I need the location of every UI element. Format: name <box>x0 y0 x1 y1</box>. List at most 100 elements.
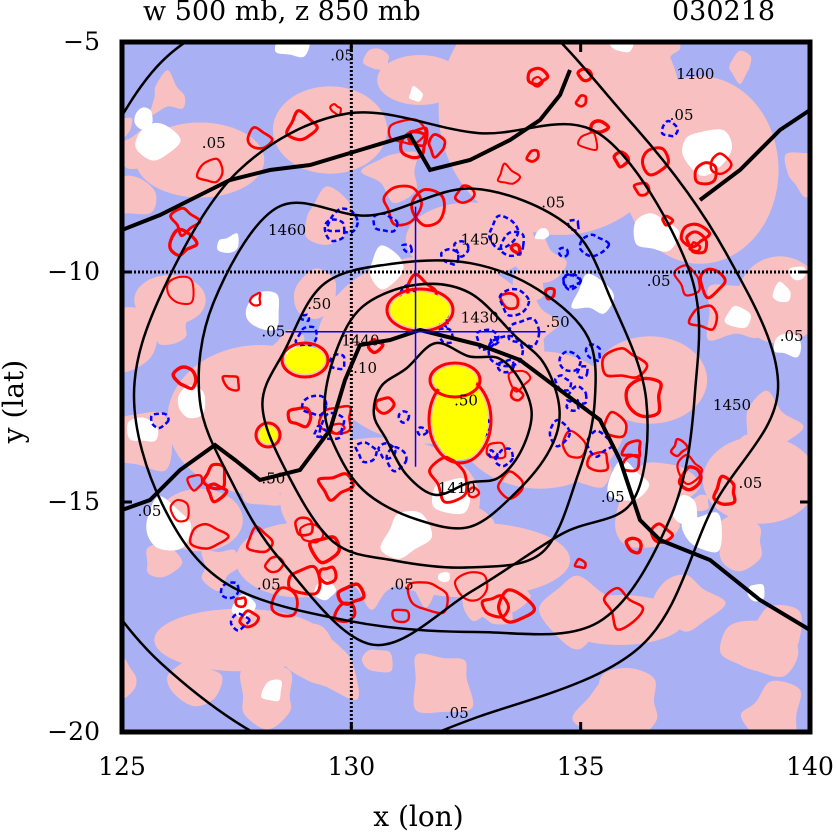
positive-w-contour <box>317 404 353 435</box>
positive-w-contour <box>171 365 198 391</box>
positive-w-blob <box>740 604 802 672</box>
plot-frame <box>119 39 813 735</box>
y-tick-label: −20 <box>47 717 100 746</box>
z850-contour <box>372 341 533 497</box>
positive-w-contour <box>679 222 712 249</box>
z850-contour <box>261 259 597 569</box>
positive-w-blob <box>652 574 726 632</box>
positive-w-blob <box>568 442 612 488</box>
coastline-north <box>122 69 572 232</box>
y-tick-label: −15 <box>47 487 100 516</box>
positive-w-contour <box>467 486 481 499</box>
neutral-w-patch <box>747 584 765 602</box>
strong-ascent-region <box>432 380 488 460</box>
positive-w-contour <box>601 347 649 380</box>
contour-label: 1450 <box>713 396 751 414</box>
positive-w-blob <box>654 42 681 62</box>
z850-contour <box>122 42 780 732</box>
negative-w-contour <box>475 328 500 351</box>
positive-w-blob <box>740 680 802 732</box>
chart-title: w 500 mb, z 850 mb <box>143 0 421 27</box>
positive-w-contour <box>496 162 522 185</box>
neutral-w-patch <box>135 122 181 161</box>
positive-w-blob <box>523 99 546 122</box>
positive-w-blob <box>784 152 810 198</box>
date-label: 030218 <box>672 0 776 27</box>
positive-w-contour <box>245 525 274 554</box>
positive-w-contour <box>169 206 202 238</box>
contour-label: .50 <box>261 470 285 488</box>
positive-w-blob <box>546 124 571 148</box>
positive-w-blob <box>122 117 133 138</box>
neutral-w-patch <box>437 572 450 583</box>
neutral-w-patch <box>134 107 153 130</box>
neutral-w-patch <box>274 42 310 58</box>
positive-w-blob <box>150 70 186 116</box>
positive-w-blob <box>361 151 418 203</box>
positive-w-contour <box>391 608 411 624</box>
neutral-w-patch <box>772 281 791 303</box>
positive-w-blob <box>167 652 223 707</box>
positive-w-blob <box>146 543 183 578</box>
contour-label: .05 <box>390 575 414 593</box>
contour-label: .05 <box>647 272 671 290</box>
positive-w-blob <box>122 175 157 215</box>
positive-w-contour <box>485 441 507 460</box>
positive-w-contour <box>496 588 537 624</box>
positive-w-contour <box>573 557 587 570</box>
coastline-east <box>698 108 810 202</box>
x-axis-label: x (lon) <box>373 800 464 833</box>
contour-label: .05 <box>670 106 694 124</box>
negative-w-contour <box>493 447 515 468</box>
negative-w-contour <box>313 424 330 439</box>
positive-w-contour <box>687 304 719 331</box>
positive-w-blob <box>201 549 240 592</box>
positive-w-contour <box>316 472 355 502</box>
negative-w-contour <box>300 394 328 417</box>
z850-contour <box>197 187 649 647</box>
y-tick-label: −5 <box>63 27 100 56</box>
positive-w-blob <box>718 514 762 572</box>
negative-w-contour <box>433 310 449 329</box>
positive-w-region <box>377 55 463 105</box>
positive-w-contour <box>205 482 229 504</box>
z850-contour <box>132 111 701 636</box>
z850-contour <box>323 282 561 530</box>
positive-w-blob <box>504 42 548 64</box>
coastline <box>122 327 810 632</box>
contour-label: .05 <box>445 704 469 722</box>
contour-label: .05 <box>780 327 804 345</box>
y-tick-label: −10 <box>47 257 100 286</box>
positive-w-contour <box>169 498 190 523</box>
contour-label: .50 <box>307 295 331 313</box>
positive-w-contour <box>712 474 737 506</box>
strong-ascent-contour <box>280 341 330 379</box>
positive-w-contour <box>453 571 489 602</box>
neutral-w-patch <box>724 305 752 329</box>
contour-label: .05 <box>202 134 226 152</box>
positive-w-contour <box>602 586 645 631</box>
positive-w-contour <box>698 267 727 300</box>
positive-w-blob <box>572 677 644 732</box>
negative-w-contour <box>487 448 499 460</box>
contour-label: 1460 <box>268 221 306 239</box>
positive-w-blob <box>345 555 408 610</box>
positive-w-contour <box>188 522 230 550</box>
positive-w-blob <box>345 349 393 393</box>
neutral-w-patch <box>380 510 433 559</box>
positive-w-blob <box>539 575 620 650</box>
positive-w-contour <box>677 465 703 492</box>
positive-w-contour <box>166 275 195 306</box>
neutral-w-patch <box>408 85 423 102</box>
positive-w-contour <box>308 535 341 565</box>
positive-w-contour <box>499 291 520 311</box>
positive-w-blob <box>462 588 493 622</box>
positive-w-contour <box>685 230 709 255</box>
negative-w-contour <box>557 246 569 258</box>
negative-w-contour <box>499 230 526 258</box>
x-tick-label: 125 <box>98 752 146 781</box>
positive-w-contour <box>543 286 556 301</box>
positive-w-contour <box>586 450 610 473</box>
positive-w-contour <box>576 67 594 83</box>
neutral-w-patch <box>369 245 404 290</box>
